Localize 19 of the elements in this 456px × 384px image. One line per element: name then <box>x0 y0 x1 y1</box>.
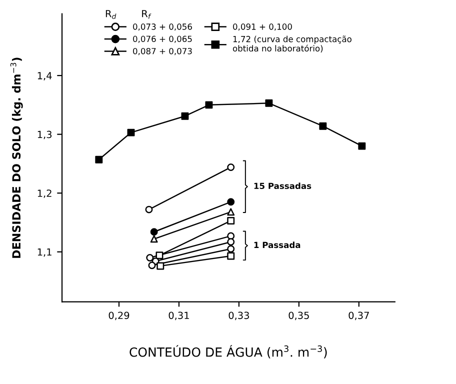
y-tick-label: 1,1 <box>38 248 52 257</box>
x-axis-title: CONTEÚDO DE ÁGUA (m$^{3}$. m$^{−3}$) <box>130 345 327 358</box>
annotation: 15 Passadas <box>254 182 312 190</box>
legend-label: 1,72 (curva de compactação obtida no laboratório) <box>232 36 352 53</box>
y-tick-label: 1,4 <box>38 72 52 80</box>
legend-label: 0,073 + 0,056 <box>133 24 192 31</box>
x-tick-label: 0,33 <box>228 312 249 320</box>
legend-label: 0,076 + 0,065 <box>133 36 192 43</box>
legend-label: 0,087 + 0,073 <box>133 48 192 56</box>
x-tick-label: 0,31 <box>168 312 189 320</box>
text: R$_{d}$ R$_{f}$ <box>106 10 152 19</box>
x-tick-label: 0,35 <box>288 312 309 320</box>
x-tick-label: 0,37 <box>348 312 369 320</box>
legend-label: 0,091 + 0,100 <box>233 24 292 31</box>
annotation: 1 Passada <box>254 242 300 248</box>
y-axis-title: DENSIDADE DO SOLO (kg. dm$^{−3}$) <box>10 58 23 258</box>
y-tick-label: 1,2 <box>38 190 52 198</box>
x-tick-label: 0,29 <box>108 312 130 320</box>
y-tick-label: 1,3 <box>38 130 52 140</box>
